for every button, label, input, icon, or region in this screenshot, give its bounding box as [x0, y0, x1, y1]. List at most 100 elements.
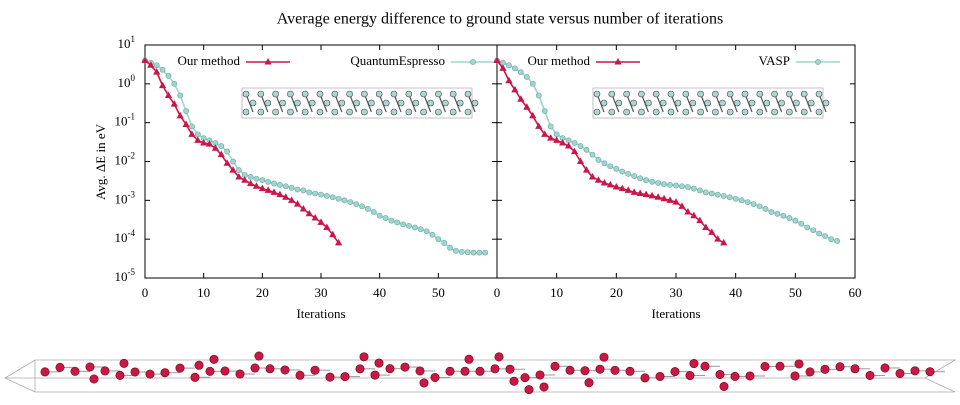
inset-atom	[435, 108, 442, 116]
inset-atom	[756, 108, 764, 116]
circle-marker	[271, 180, 277, 187]
legend-label: VASP	[758, 53, 790, 68]
inset-atom	[778, 99, 785, 107]
inset-atom	[331, 108, 339, 116]
structure-illustrations	[4, 87, 957, 395]
circle-marker	[661, 181, 667, 188]
triangle-marker	[678, 202, 686, 209]
circle-marker	[637, 175, 644, 182]
triangle-marker	[229, 166, 237, 173]
chain-atom	[910, 366, 920, 376]
chain-atom	[340, 372, 350, 382]
chain-atom	[100, 366, 110, 376]
circle-marker	[828, 236, 835, 243]
circle-marker	[595, 156, 602, 163]
inset-atom	[316, 90, 324, 98]
inset-atom	[456, 99, 464, 107]
chain-atom	[670, 367, 680, 377]
circle-marker	[655, 180, 661, 186]
chain-atom	[85, 362, 95, 372]
chain-atom	[685, 371, 695, 381]
inset-atom	[390, 90, 398, 98]
inset-atom	[682, 108, 690, 116]
circle-marker	[417, 226, 424, 233]
circle-marker	[441, 240, 448, 246]
chain-atom	[595, 364, 605, 374]
inset-atom	[242, 108, 250, 116]
chain-atom	[535, 370, 545, 380]
chain-atom	[415, 366, 425, 376]
inset-atom	[712, 108, 719, 116]
circle-marker	[388, 217, 395, 224]
triangle-marker	[505, 76, 513, 84]
circle-marker	[643, 177, 650, 184]
circle-marker	[447, 244, 453, 251]
inset-atom	[726, 108, 734, 116]
chain-atom	[640, 373, 650, 383]
chain-atom	[850, 364, 860, 374]
circle-marker	[512, 65, 518, 72]
circle-marker	[810, 227, 817, 234]
circle-marker	[691, 185, 697, 192]
circle-marker	[323, 193, 330, 199]
chain-atom	[790, 371, 800, 381]
triangle-marker	[529, 111, 537, 119]
inset-atom	[652, 108, 660, 116]
triangle-marker	[335, 238, 343, 246]
triangle-marker	[630, 188, 638, 195]
inset-atom	[420, 108, 427, 116]
triangle-marker	[288, 196, 296, 203]
chain-atom	[539, 382, 549, 392]
inset-atom	[405, 90, 413, 98]
inset-atom	[427, 99, 434, 107]
inset-atom	[375, 90, 383, 98]
circle-marker	[815, 59, 821, 65]
circle-marker	[394, 219, 401, 226]
inset-atom	[719, 99, 726, 107]
chain-atom	[209, 354, 219, 364]
inset-atom	[308, 99, 316, 107]
triangle-marker	[317, 218, 325, 225]
inset-atom	[756, 90, 764, 98]
circle-marker	[649, 178, 656, 185]
circle-marker	[365, 206, 371, 212]
circle-marker	[247, 174, 254, 180]
inset-atom	[471, 99, 479, 107]
triangle-marker	[323, 223, 331, 230]
chain-atom	[565, 365, 575, 375]
triangle-marker	[666, 196, 674, 203]
circle-marker	[834, 238, 840, 244]
chain-atom	[584, 378, 594, 388]
triangle-marker	[511, 85, 519, 93]
circle-marker	[541, 108, 548, 114]
chain-atom	[805, 367, 815, 377]
triangle-marker	[217, 150, 225, 158]
inset-atom	[741, 108, 749, 116]
circle-marker	[822, 233, 829, 239]
chain-atom	[925, 367, 935, 377]
triangle-marker	[614, 58, 622, 65]
circle-marker	[353, 201, 360, 207]
chain-atom	[130, 367, 140, 377]
inset-atom	[733, 99, 741, 107]
triangle-marker	[696, 216, 704, 224]
y-tick-base: 10	[115, 191, 128, 206]
chain-atom	[40, 367, 50, 377]
chain-atom	[310, 365, 320, 375]
triangle-marker	[654, 193, 662, 200]
inset-atom	[593, 108, 601, 116]
y-tick-label: 101	[118, 34, 136, 51]
plot-frame	[496, 44, 856, 279]
chain-atom	[625, 366, 635, 376]
inset-atom	[771, 108, 778, 116]
chain-atom	[55, 362, 65, 372]
inset-atom	[800, 90, 808, 98]
y-tick-base: 10	[115, 114, 128, 129]
circle-marker	[300, 187, 307, 194]
triangle-marker	[223, 159, 231, 166]
chain-atom	[445, 366, 455, 376]
chain-atom	[494, 352, 504, 362]
chain-atom	[820, 364, 830, 374]
triangle-marker	[247, 179, 255, 187]
inset-atom	[786, 90, 793, 98]
